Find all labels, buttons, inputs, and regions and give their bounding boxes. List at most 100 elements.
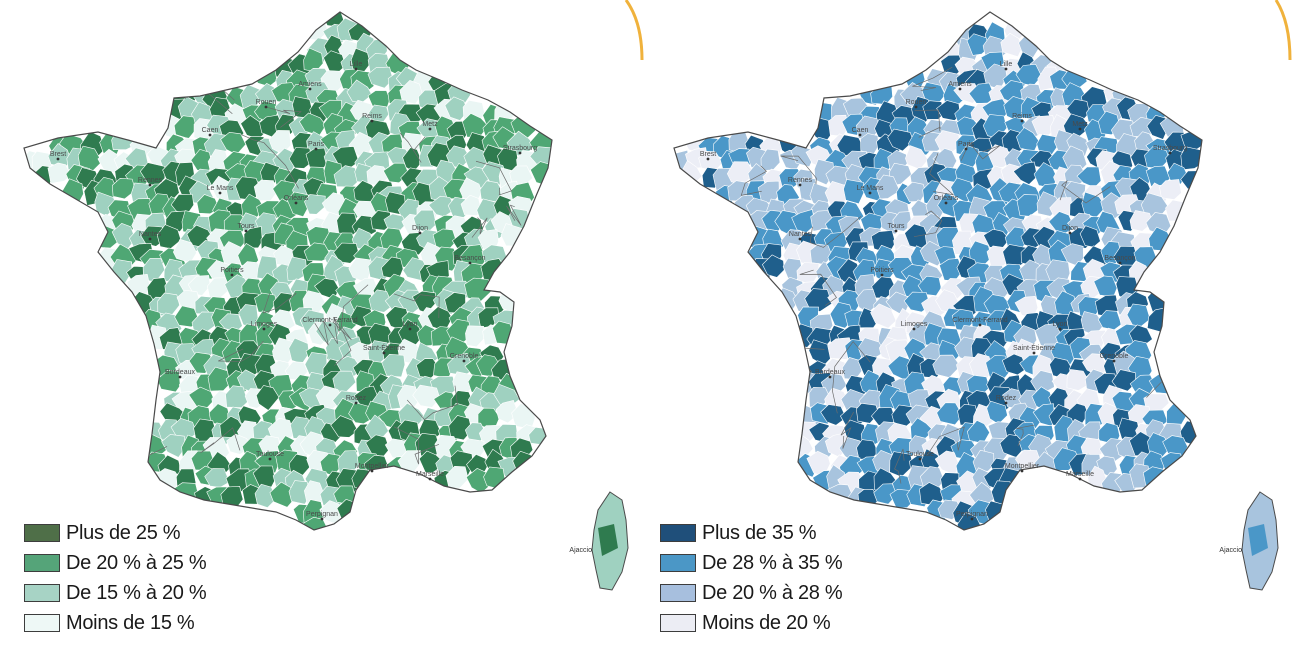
map-region bbox=[1146, 307, 1171, 333]
map-city-labels: Lille Rouen Amiens Reims Metz Strasbourg Paris… bbox=[50, 61, 537, 521]
region-border bbox=[912, 66, 953, 91]
legend-swatch bbox=[24, 584, 60, 602]
city-label: Clermont-Ferrand bbox=[952, 317, 1007, 324]
legend-swatch bbox=[660, 614, 696, 632]
city-marker bbox=[244, 229, 248, 233]
city-marker bbox=[828, 375, 832, 379]
map-region bbox=[870, 303, 897, 329]
map-panel-right: Lille Rouen Amiens Reims Metz Strasbourg Paris… bbox=[650, 0, 1300, 650]
region-border bbox=[914, 109, 941, 138]
city-label: Rodez bbox=[996, 395, 1017, 402]
map-region bbox=[873, 483, 898, 505]
city-marker bbox=[1004, 67, 1008, 71]
map-regions bbox=[24, 12, 552, 530]
legend-item: De 15 % à 20 % bbox=[24, 578, 207, 608]
city-label: Lille bbox=[1000, 61, 1013, 68]
corsica-inset: Ajaccio bbox=[1219, 491, 1279, 591]
map-region bbox=[288, 480, 311, 505]
legend-item: De 20 % à 25 % bbox=[24, 548, 207, 578]
city-label: Nantes bbox=[789, 231, 812, 238]
city-label: Rouen bbox=[256, 99, 277, 106]
map-region bbox=[225, 385, 249, 409]
region-border bbox=[913, 210, 943, 238]
city-label: Marseille bbox=[1066, 471, 1094, 478]
city-label: Rennes bbox=[788, 177, 813, 184]
city-label: Marseille bbox=[416, 471, 444, 478]
map-region bbox=[445, 465, 469, 489]
city-label: Reims bbox=[362, 113, 382, 120]
region-border bbox=[1059, 179, 1111, 204]
legend-item: De 20 % à 28 % bbox=[660, 578, 843, 608]
legend-label: De 20 % à 28 % bbox=[702, 581, 843, 604]
city-marker bbox=[1004, 401, 1008, 405]
city-marker bbox=[706, 157, 710, 161]
city-marker bbox=[178, 375, 182, 379]
city-marker bbox=[1020, 469, 1024, 473]
city-marker bbox=[208, 133, 212, 137]
map-region bbox=[399, 80, 423, 105]
map-region bbox=[887, 128, 914, 152]
city-marker bbox=[918, 457, 922, 461]
map-region bbox=[304, 194, 326, 215]
region-border bbox=[262, 292, 297, 314]
city-marker bbox=[370, 469, 374, 473]
city-label: Toulouse bbox=[906, 451, 934, 458]
city-label: Strasbourg bbox=[1153, 145, 1187, 152]
region-border bbox=[393, 293, 440, 318]
city-marker bbox=[858, 133, 862, 137]
map-region bbox=[966, 33, 989, 56]
legend-item: De 28 % à 35 % bbox=[660, 548, 843, 578]
city-label: Reims bbox=[1012, 113, 1032, 120]
legend-label: De 28 % à 35 % bbox=[702, 551, 843, 574]
city-label: Tours bbox=[237, 223, 255, 230]
map-region bbox=[207, 366, 231, 392]
city-label: Lyon bbox=[403, 321, 418, 328]
city-marker bbox=[1068, 231, 1072, 235]
city-marker bbox=[320, 517, 324, 521]
map-region bbox=[111, 178, 136, 200]
city-label: Poitiers bbox=[220, 267, 244, 274]
map-region bbox=[381, 353, 406, 378]
region-border bbox=[264, 106, 302, 128]
city-label: Besançon bbox=[454, 255, 485, 262]
city-marker bbox=[798, 183, 802, 187]
city-marker bbox=[518, 151, 522, 155]
city-label: Besançon bbox=[1104, 255, 1135, 262]
corsica-region bbox=[1248, 524, 1268, 556]
legend-item: Moins de 20 % bbox=[660, 608, 842, 638]
city-label: Saint-Étienne bbox=[363, 343, 405, 352]
city-marker bbox=[268, 457, 272, 461]
city-marker bbox=[1058, 327, 1062, 331]
map-region bbox=[875, 174, 901, 200]
city-label: Bordeaux bbox=[165, 369, 195, 376]
region-border bbox=[780, 155, 817, 185]
map-regions bbox=[674, 19, 1202, 530]
city-marker bbox=[382, 351, 386, 355]
choropleth-map-left: Lille Rouen Amiens Reims Metz Strasbourg Paris… bbox=[23, 0, 644, 591]
city-marker bbox=[1032, 351, 1036, 355]
region-border bbox=[894, 448, 905, 484]
city-marker bbox=[1078, 127, 1082, 131]
city-marker bbox=[428, 127, 432, 131]
map-region bbox=[465, 325, 485, 348]
city-marker bbox=[964, 147, 968, 151]
city-label: Montpellier bbox=[355, 463, 390, 470]
map-region bbox=[969, 353, 993, 378]
accent-arc bbox=[1274, 0, 1292, 61]
map-region bbox=[286, 191, 310, 218]
legend: Plus de 35 % De 28 % à 35 % De 20 % à 28… bbox=[660, 518, 843, 638]
map-region bbox=[972, 449, 995, 472]
city-label: Rennes bbox=[138, 177, 163, 184]
legend-swatch bbox=[24, 614, 60, 632]
country-outline bbox=[23, 11, 553, 531]
city-label: Le Mans bbox=[207, 185, 234, 192]
map-region bbox=[252, 62, 278, 87]
region-border bbox=[840, 411, 854, 449]
city-label: Tours bbox=[887, 223, 905, 230]
legend-swatch bbox=[24, 554, 60, 572]
region-border bbox=[832, 341, 871, 414]
city-label: Metz bbox=[422, 121, 438, 128]
city-marker bbox=[354, 401, 358, 405]
map-region bbox=[1016, 194, 1041, 217]
city-marker bbox=[294, 201, 298, 205]
